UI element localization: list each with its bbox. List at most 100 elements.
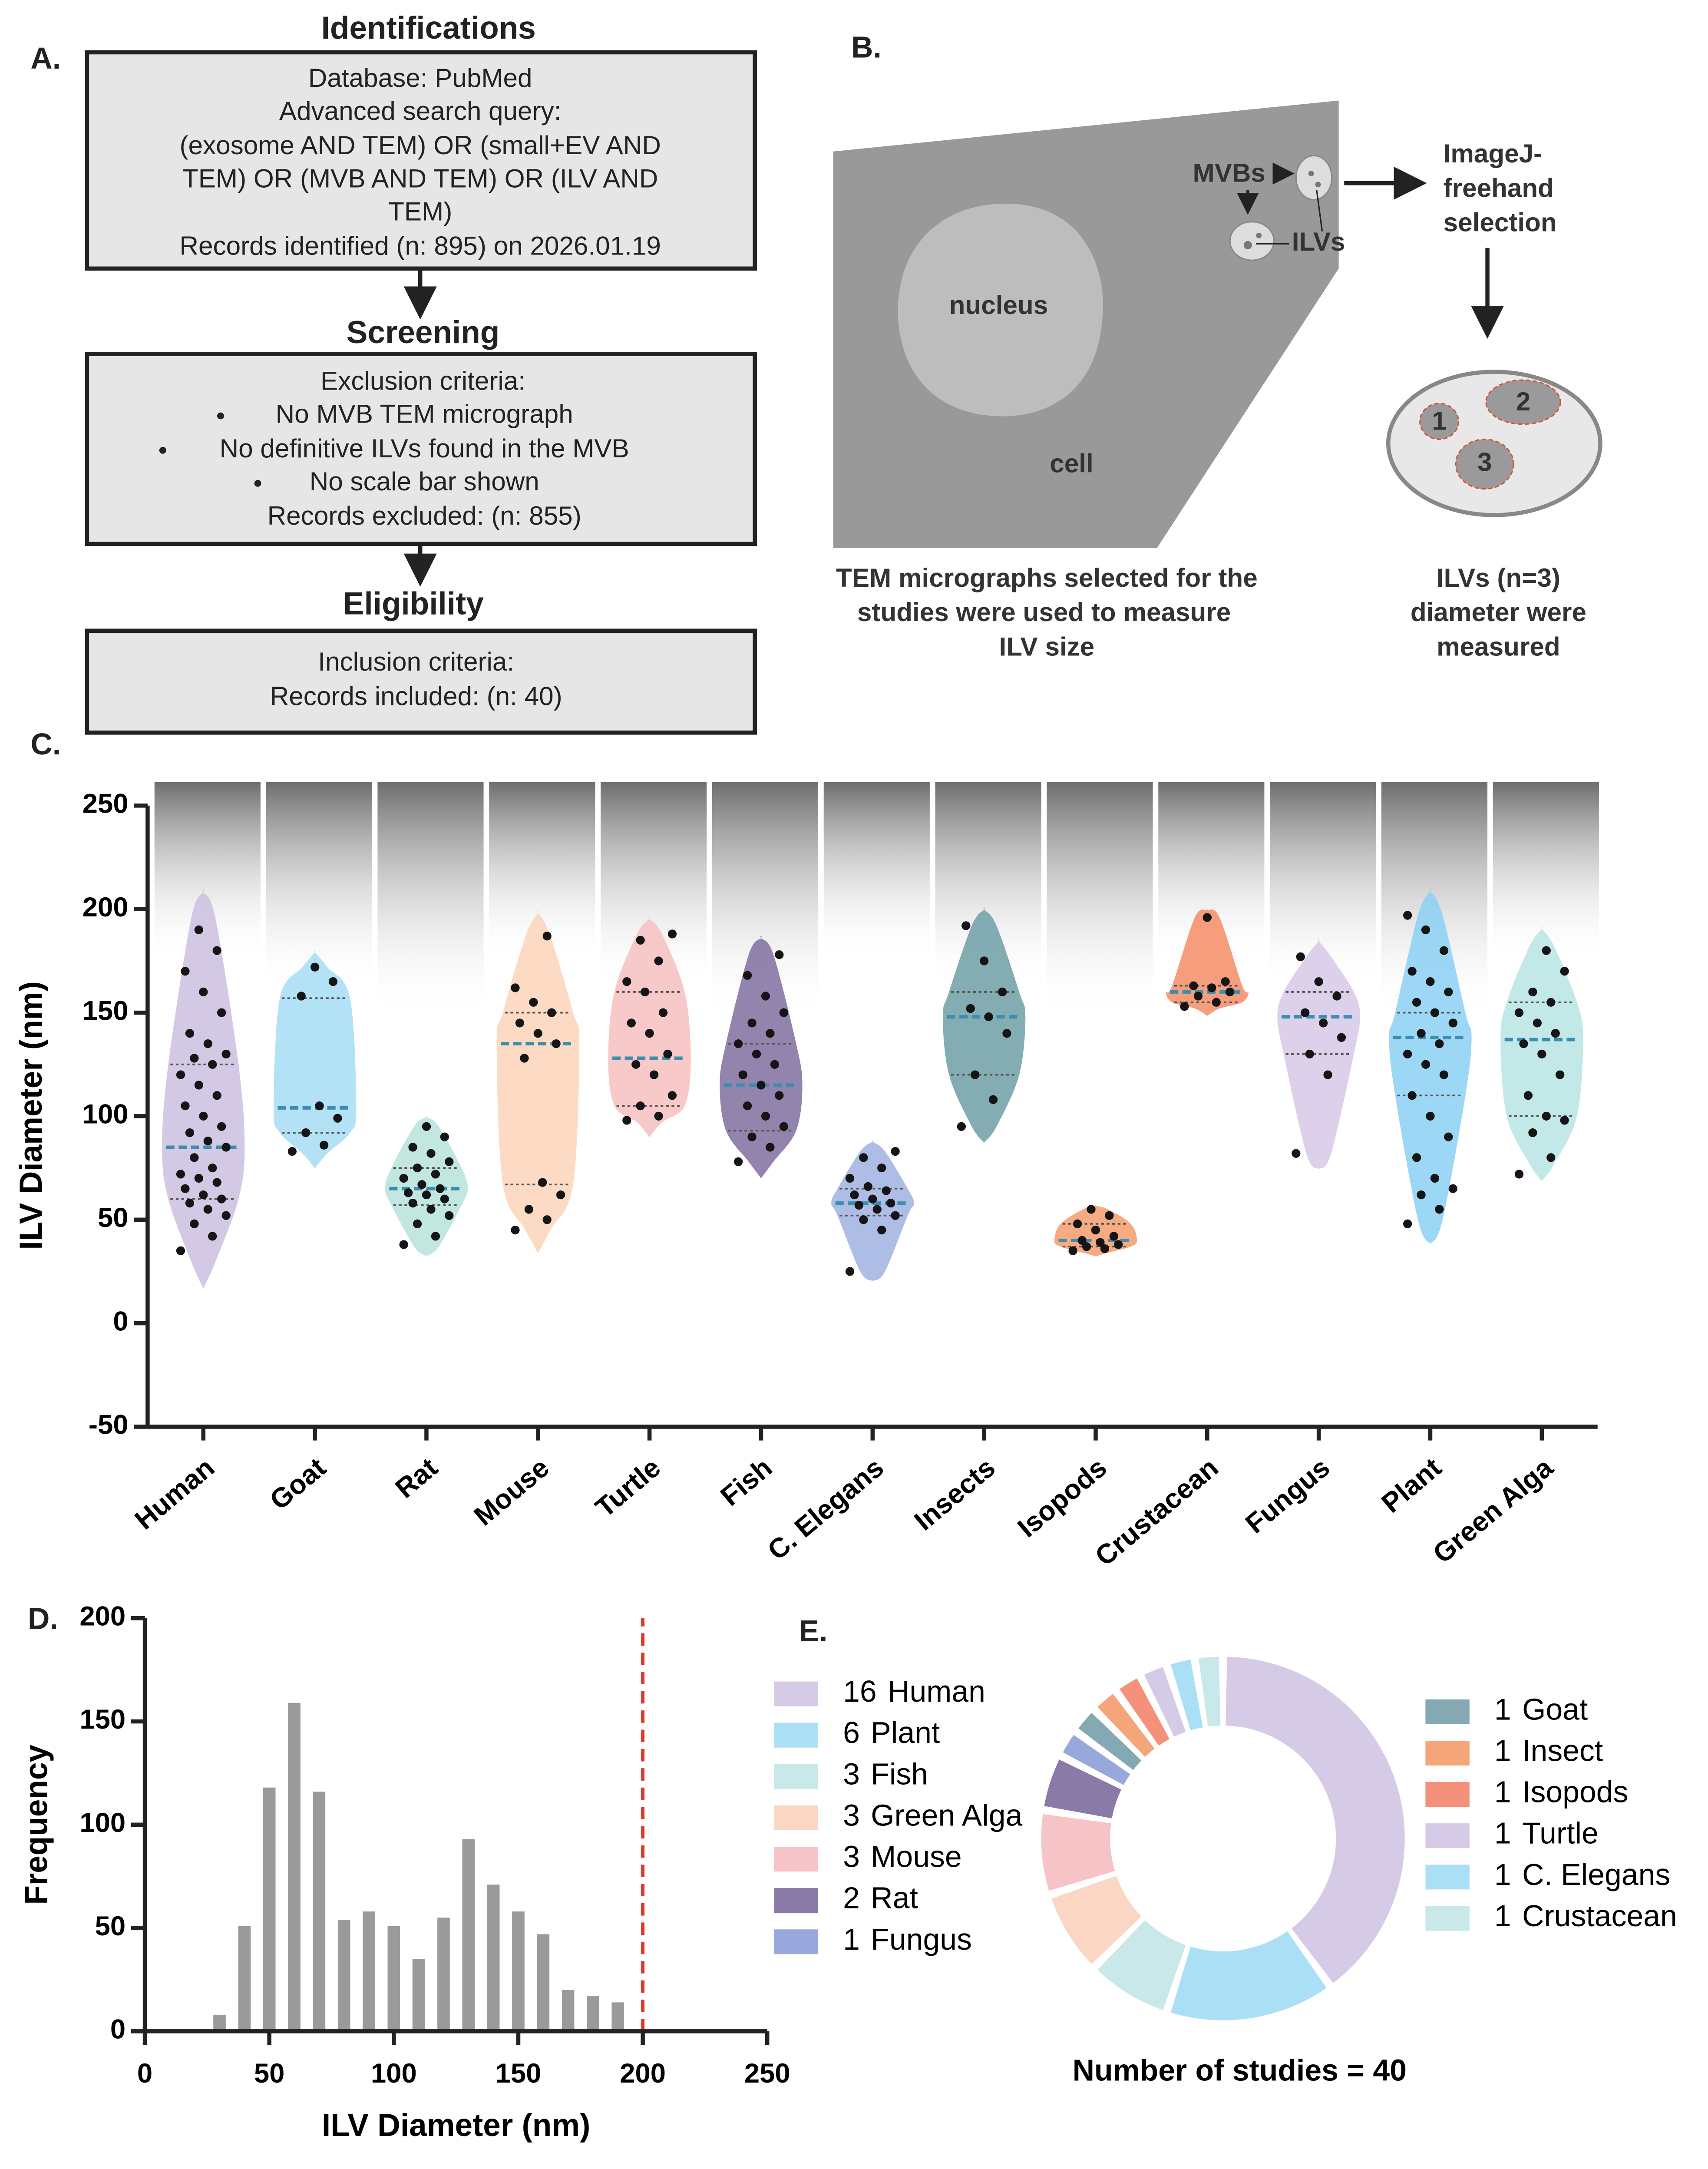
histogram-bar [537, 1934, 550, 2031]
step-box [85, 50, 757, 271]
y-axis-label: ILV Diameter (nm) [13, 981, 49, 1250]
donut-slice [1170, 1660, 1203, 1730]
y-tick-label: 200 [79, 1601, 126, 1631]
data-point [636, 936, 645, 945]
y-tick-label: -50 [89, 1410, 129, 1440]
data-point [1332, 992, 1341, 1001]
histogram-bar [412, 1959, 425, 2031]
caption: studies were used to measure [857, 597, 1231, 627]
legend-swatch [1425, 1740, 1470, 1766]
donut-slice [1170, 1931, 1327, 2020]
data-point [663, 1049, 672, 1059]
data-point [747, 1132, 757, 1141]
data-point [770, 1060, 780, 1069]
data-point [747, 1018, 757, 1028]
y-tick-label: 0 [113, 1306, 128, 1336]
step-line: No definitive ILVs found in the MVB [220, 433, 629, 463]
data-point [297, 992, 306, 1001]
histogram-bar [313, 1792, 326, 2031]
legend-swatch [774, 1764, 819, 1789]
legend-swatch [1425, 1823, 1470, 1848]
data-point [1435, 1039, 1444, 1048]
data-point [1407, 967, 1417, 976]
legend-label: Fish [871, 1757, 928, 1791]
data-point [440, 1194, 449, 1204]
data-point [1528, 1128, 1537, 1137]
x-tick-label: Fish [715, 1452, 778, 1512]
data-point [212, 946, 221, 955]
tool-label: ImageJ- [1444, 139, 1543, 168]
data-point [436, 1184, 445, 1193]
ilv [1256, 232, 1262, 238]
data-point [1439, 946, 1449, 955]
data-point [1448, 1184, 1457, 1193]
step-line: Records excluded: (n: 855) [268, 501, 581, 530]
data-point [181, 967, 190, 976]
x-tick-label: 50 [254, 2058, 285, 2089]
data-point [1082, 1242, 1091, 1251]
data-point [984, 1012, 993, 1022]
data-point [1403, 1219, 1412, 1228]
data-point [1542, 946, 1551, 955]
data-point [1426, 1111, 1435, 1121]
data-point [845, 1267, 855, 1276]
legend-label: Fungus [871, 1922, 972, 1956]
legend-count: 1 [1494, 1858, 1511, 1891]
legend-swatch [1425, 1906, 1470, 1931]
data-point [1560, 1116, 1569, 1125]
x-tick-label: Human [129, 1452, 220, 1536]
data-point [886, 1198, 895, 1208]
data-point [408, 1143, 417, 1152]
donut-slice [1097, 1694, 1155, 1757]
data-point [891, 1147, 900, 1156]
data-point [1318, 1018, 1328, 1028]
y-tick-label: 50 [98, 1203, 129, 1233]
x-tick-label: Crustacean [1090, 1452, 1224, 1572]
data-point [1421, 925, 1430, 935]
data-point [636, 1101, 645, 1111]
violin-body [943, 907, 1026, 1143]
step-box [85, 352, 757, 546]
donut-slice [1199, 1657, 1221, 1727]
data-point [872, 1205, 882, 1214]
legend-entry: 3 Mouse [843, 1840, 962, 1874]
violin-body [496, 909, 579, 1254]
legend-label: Insect [1522, 1734, 1603, 1768]
data-point [511, 983, 520, 992]
data-point [1430, 1008, 1440, 1017]
y-tick-label: 50 [95, 1911, 126, 1941]
panel-label: A. [30, 41, 61, 75]
bullet [217, 412, 224, 420]
data-point [971, 1070, 980, 1079]
data-point [319, 1141, 329, 1150]
legend-entry: 1 Isopods [1494, 1775, 1628, 1809]
ilv-outline [1485, 379, 1561, 425]
step-line: Inclusion criteria: [318, 647, 514, 676]
legend-entry: 2 Rat [843, 1881, 918, 1915]
data-point [556, 1190, 565, 1200]
data-point [667, 1091, 677, 1100]
data-point [1523, 1091, 1533, 1100]
data-point [221, 1211, 231, 1220]
data-point [199, 1190, 208, 1200]
data-point [757, 1081, 766, 1090]
data-point [208, 1163, 217, 1173]
histogram-bar [437, 1918, 450, 2031]
data-point [413, 1163, 422, 1173]
data-point [208, 1060, 217, 1069]
ilvs-label: ILVs [1292, 227, 1345, 256]
cell-label: cell [1050, 449, 1093, 478]
data-point [1189, 981, 1198, 990]
y-tick-label: 250 [83, 789, 129, 819]
data-point [1403, 911, 1412, 920]
data-point [190, 1153, 199, 1162]
data-point [1430, 1174, 1440, 1183]
column-background [377, 782, 484, 1017]
data-point [743, 971, 752, 980]
data-point [287, 1147, 297, 1156]
data-point [185, 1029, 195, 1038]
legend-entry: 3 Fish [843, 1757, 928, 1791]
data-point [217, 1194, 226, 1204]
data-point [868, 1194, 877, 1204]
